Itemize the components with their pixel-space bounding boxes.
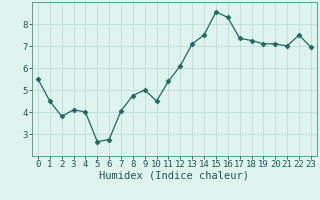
X-axis label: Humidex (Indice chaleur): Humidex (Indice chaleur) [100, 171, 249, 181]
